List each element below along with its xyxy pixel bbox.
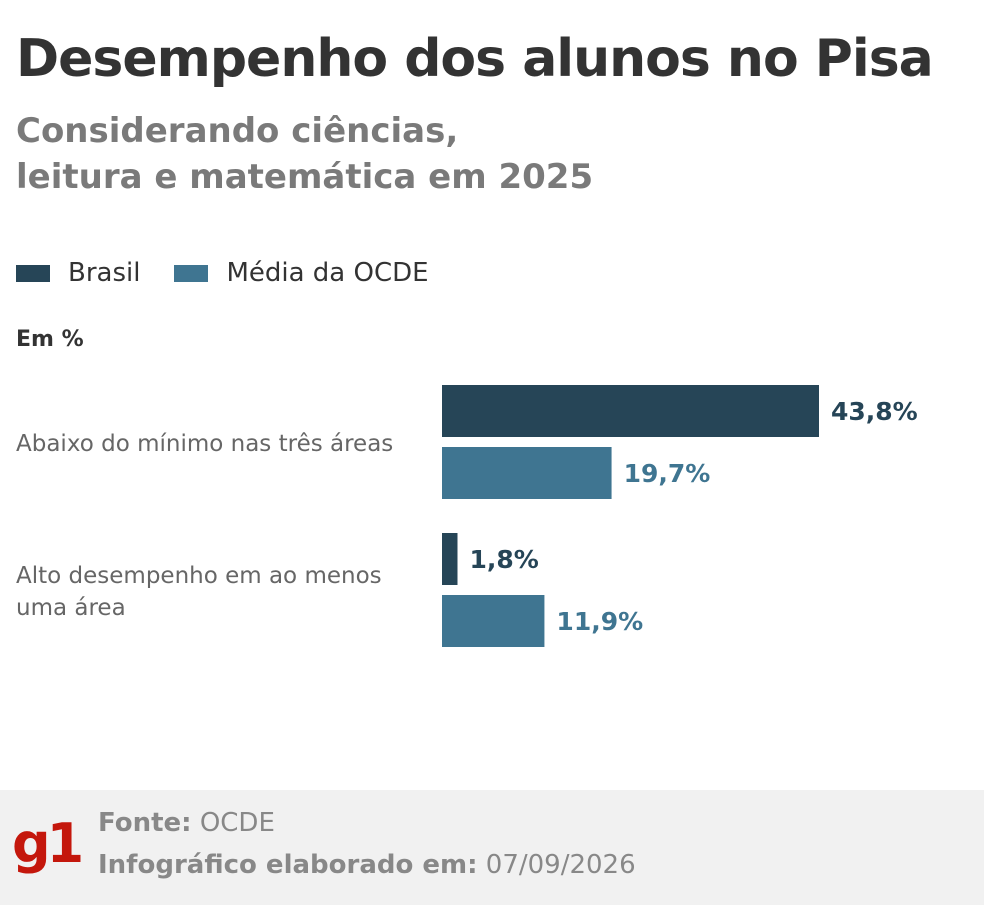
chart-title: Desempenho dos alunos no Pisa [16, 29, 934, 89]
data-label: 1,8% [469, 545, 538, 574]
legend-label-brasil: Brasil [68, 258, 141, 288]
unit-label: Em % [16, 327, 84, 352]
bar [442, 595, 545, 647]
bar [442, 447, 612, 499]
subtitle-line: leitura e matemática em 2025 [16, 157, 594, 197]
bar [442, 385, 819, 437]
data-label: 11,9% [556, 607, 643, 636]
legend-swatch-ocde [174, 264, 209, 282]
bar-chart: Abaixo do mínimo nas três áreas 43,8% 19,7… [16, 385, 918, 647]
legend-item-ocde: Média da OCDE [174, 258, 429, 288]
date-line: Infográfico elaborado em: 07/09/2026 [98, 850, 636, 880]
source-line: Fonte: OCDE [98, 808, 275, 838]
category-label: uma área [16, 595, 126, 621]
chart-subtitle: Considerando ciências, leitura e matemát… [16, 108, 593, 200]
subtitle-line: Considerando ciências, [16, 111, 459, 151]
data-label: 43,8% [831, 397, 918, 426]
source-label: Fonte: [98, 808, 192, 838]
category-label: Abaixo do mínimo nas três áreas [16, 431, 393, 457]
bar [442, 533, 458, 585]
source-value: OCDE [199, 808, 275, 838]
legend-swatch-brasil [16, 264, 50, 282]
chart-legend: Brasil Média da OCDE [16, 258, 463, 288]
date-value: 07/09/2026 [485, 850, 636, 880]
g1-logo: g1 [12, 812, 84, 875]
footer: g1 Fonte: OCDE Infográfico elaborado em:… [0, 790, 984, 905]
date-label: Infográfico elaborado em: [98, 850, 478, 880]
category-label: Alto desempenho em ao menos [16, 563, 382, 589]
legend-item-brasil: Brasil [16, 258, 140, 288]
data-label: 19,7% [624, 459, 711, 488]
legend-label-ocde: Média da OCDE [226, 258, 429, 288]
